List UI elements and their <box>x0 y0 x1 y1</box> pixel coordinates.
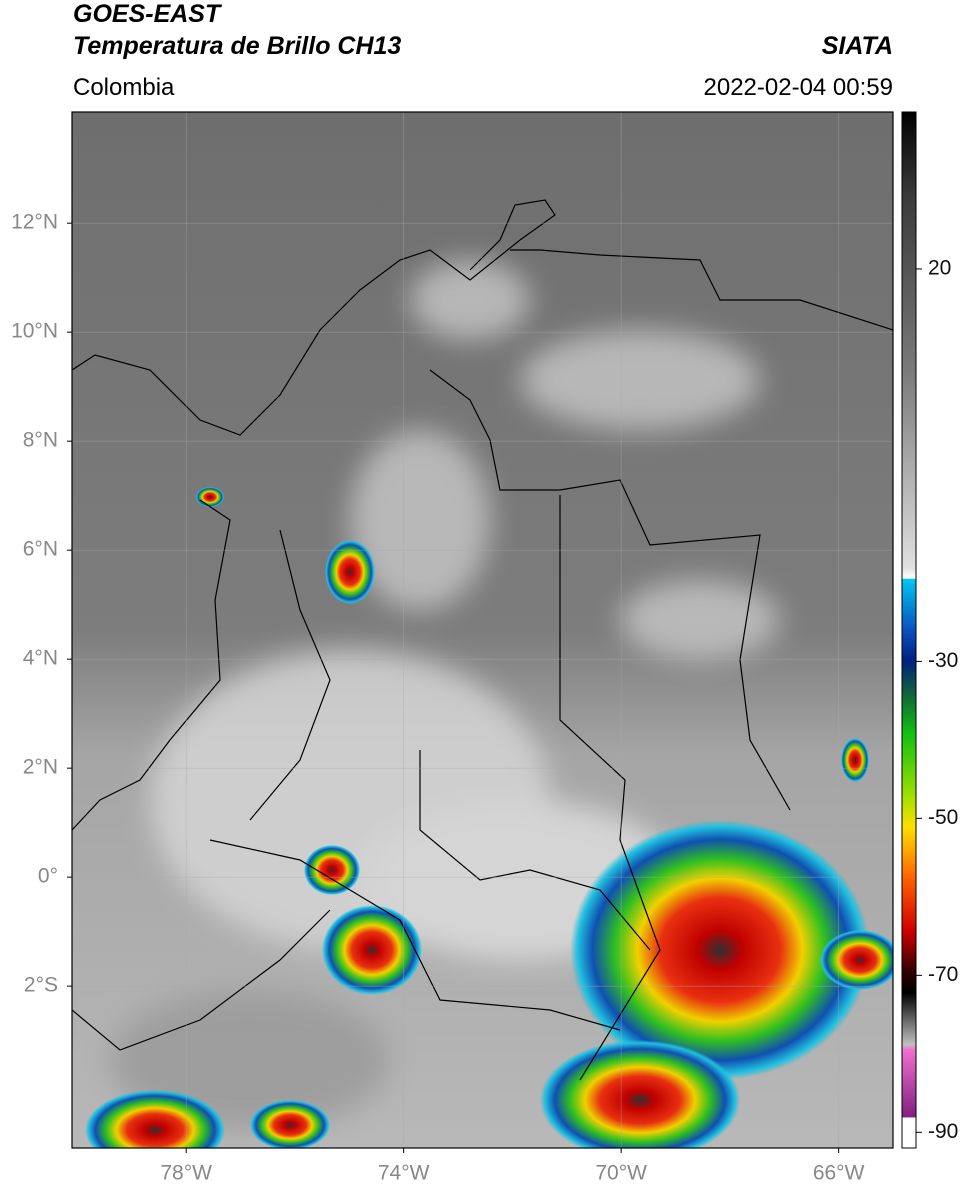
lon-label: 78°W <box>160 1162 212 1185</box>
lat-label: 2°S <box>24 974 58 997</box>
map-frame <box>71 111 894 1149</box>
region: Colombia <box>73 74 175 101</box>
colorbar <box>901 111 917 1149</box>
colorbar-label: -70 <box>928 963 958 986</box>
colorbar-label: -30 <box>928 649 958 672</box>
colorbar-label: -50 <box>928 806 958 829</box>
colorbar-label: 20 <box>928 257 951 280</box>
lat-label: 8°N <box>23 429 58 452</box>
datetime: 2022-02-04 00:59 <box>704 74 894 101</box>
title-line1: GOES-EAST <box>73 0 223 28</box>
lon-label: 74°W <box>378 1162 430 1185</box>
lat-label: 4°N <box>23 647 58 670</box>
colorbar-label: -90 <box>928 1120 958 1143</box>
lat-label: 6°N <box>23 538 58 561</box>
lat-label: 2°N <box>23 756 58 779</box>
lat-label: 0° <box>38 865 58 888</box>
lon-label: 66°W <box>813 1162 865 1185</box>
lat-label: 10°N <box>11 320 58 343</box>
lon-label: 70°W <box>595 1162 647 1185</box>
lat-label: 12°N <box>11 211 58 234</box>
title-line2: Temperatura de Brillo CH13 <box>73 32 401 60</box>
source: SIATA <box>822 32 893 60</box>
satellite-image <box>72 112 893 1148</box>
